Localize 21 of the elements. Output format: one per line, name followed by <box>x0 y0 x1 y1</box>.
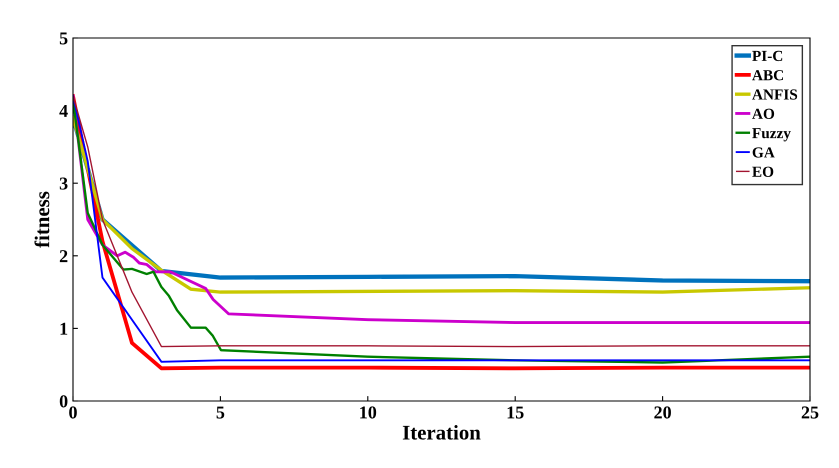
legend-label: ABC <box>752 70 784 80</box>
y-tick-label: 1 <box>60 322 68 335</box>
x-tick-label: 15 <box>508 406 524 419</box>
y-tick-label: 4 <box>59 104 68 117</box>
legend-label: AO <box>752 108 774 119</box>
y-tick-label: 2 <box>60 250 68 262</box>
y-tick-label: 3 <box>60 178 68 190</box>
y-tick-label: 5 <box>60 32 68 44</box>
x-tick-label: 25 <box>802 406 818 419</box>
legend-label: ANFIS <box>752 89 798 100</box>
legend-label: PI-C <box>752 50 782 62</box>
legend-label: EO <box>752 166 774 177</box>
legend-label: GA <box>752 147 775 158</box>
y-axis-title: fitness <box>34 192 50 248</box>
x-tick-label: 20 <box>654 406 671 419</box>
x-tick-label: 5 <box>216 406 224 419</box>
y-tick-label: 0 <box>60 395 68 408</box>
x-axis-title: Iteration <box>402 425 481 440</box>
legend-label: Fuzzy <box>752 128 791 142</box>
x-tick-label: 10 <box>360 406 376 419</box>
x-tick-label: 0 <box>69 406 77 419</box>
